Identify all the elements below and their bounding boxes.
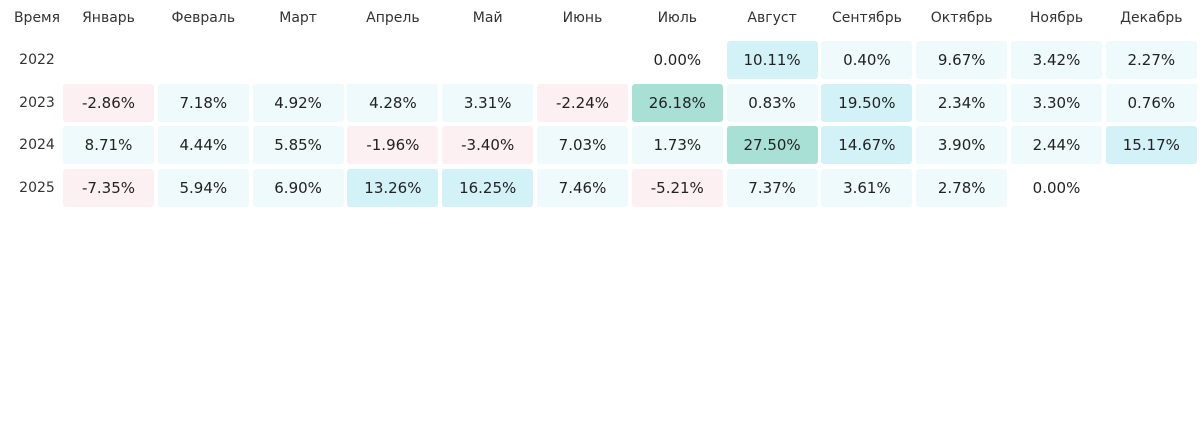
- return-cell: 2.27%: [1105, 41, 1197, 79]
- return-cell: 15.17%: [1105, 126, 1197, 165]
- return-cell: 0.76%: [1105, 83, 1197, 122]
- return-cell: 0.00%: [1032, 179, 1081, 198]
- return-cell: 6.90%: [252, 169, 344, 208]
- header-cell: Время: [13, 10, 61, 26]
- return-cell: 5.94%: [157, 169, 249, 208]
- return-cell: 0.83%: [726, 83, 818, 122]
- return-cell: 7.37%: [726, 169, 818, 208]
- return-cell: 16.25%: [442, 169, 534, 208]
- header-cell: Декабрь: [1120, 10, 1183, 26]
- return-cell: -2.24%: [537, 83, 628, 122]
- return-cell: 1.73%: [631, 126, 723, 165]
- return-cell: 4.28%: [347, 83, 439, 122]
- header-cell: Ноябрь: [1029, 10, 1084, 26]
- return-cell: 2.44%: [1011, 126, 1102, 165]
- header-cell: Июнь: [562, 10, 603, 26]
- return-cell: 0.40%: [821, 41, 913, 79]
- return-cell: 3.90%: [916, 126, 1008, 165]
- return-cell: -2.86%: [63, 83, 154, 122]
- header-cell: Август: [747, 10, 797, 26]
- return-cell: 26.18%: [631, 83, 723, 122]
- return-cell: 4.92%: [252, 83, 344, 122]
- header-cell: Январь: [82, 10, 135, 26]
- return-cell: 5.85%: [252, 126, 344, 165]
- return-cell: 0.00%: [653, 51, 702, 69]
- header-cell: Март: [279, 10, 317, 26]
- return-cell: 7.46%: [537, 169, 628, 208]
- year-label: 2024: [19, 137, 55, 154]
- return-cell: 7.18%: [157, 83, 249, 122]
- header-cell: Октябрь: [930, 10, 993, 26]
- header-cell: Май: [472, 10, 503, 26]
- return-cell: 4.44%: [157, 126, 249, 165]
- year-label: 2023: [19, 94, 55, 111]
- return-cell: 3.42%: [1011, 41, 1102, 79]
- return-cell: 9.67%: [916, 41, 1008, 79]
- header-cell: Сентябрь: [831, 10, 902, 26]
- return-cell: -3.40%: [442, 126, 534, 165]
- return-cell: 2.78%: [916, 169, 1008, 208]
- return-cell: 8.71%: [63, 126, 154, 165]
- return-cell: 3.30%: [1011, 83, 1102, 122]
- return-cell: -5.21%: [631, 169, 723, 208]
- return-cell: 10.11%: [726, 41, 818, 79]
- header-cell: Июль: [657, 10, 698, 26]
- return-cell: 13.26%: [347, 169, 439, 208]
- return-cell: 3.31%: [442, 83, 534, 122]
- return-cell: 2.34%: [916, 83, 1008, 122]
- return-cell: -1.96%: [347, 126, 439, 165]
- year-label: 2025: [19, 180, 55, 197]
- return-cell: 14.67%: [821, 126, 913, 165]
- return-cell: -7.35%: [63, 169, 154, 208]
- return-cell: 7.03%: [537, 126, 628, 165]
- return-cell: 19.50%: [821, 83, 913, 122]
- year-label: 2022: [19, 52, 55, 68]
- header-cell: Февраль: [171, 10, 236, 26]
- return-cell: 27.50%: [726, 126, 818, 165]
- header-cell: Апрель: [366, 10, 420, 26]
- return-cell: 3.61%: [821, 169, 913, 208]
